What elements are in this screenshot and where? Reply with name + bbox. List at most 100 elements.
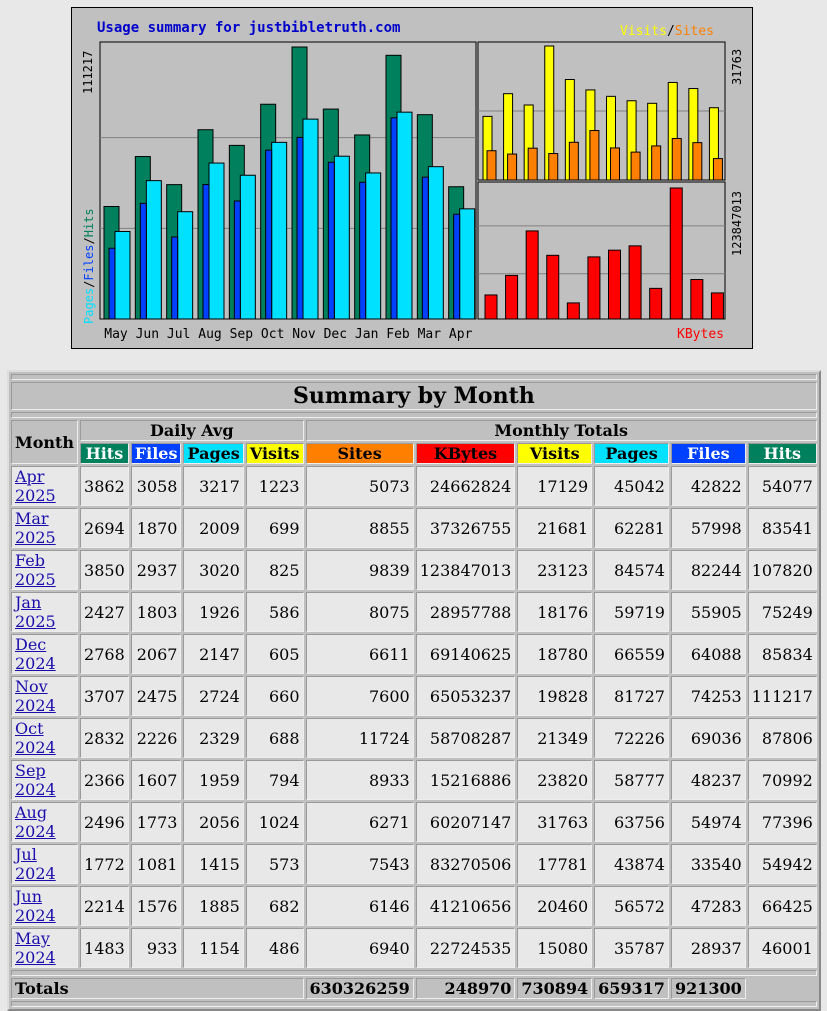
month-link[interactable]: Sep 2024 bbox=[15, 761, 56, 799]
month-cell: Dec 2024 bbox=[11, 634, 79, 674]
left-legend-entry: / bbox=[82, 237, 96, 244]
pages-bar bbox=[333, 155, 350, 320]
files-bar bbox=[453, 213, 461, 320]
daily-visits-cell: 794 bbox=[245, 760, 304, 800]
totals-row: Totals 630326259 248970 730894 659317 921300 bbox=[11, 978, 817, 999]
files-bar bbox=[171, 236, 179, 320]
daily-hits-cell: 2366 bbox=[80, 760, 129, 800]
month-cell: Sep 2024 bbox=[11, 760, 79, 800]
daily-hits-cell: 2694 bbox=[80, 508, 129, 548]
daily-hits-cell: 2427 bbox=[80, 592, 129, 632]
kbytes-axis-max: 123847013 bbox=[730, 191, 744, 256]
total-files-cell: 659317 bbox=[594, 978, 669, 999]
month-link[interactable]: Oct 2024 bbox=[15, 719, 56, 757]
month-cell: Aug 2024 bbox=[11, 802, 79, 842]
chart-title: Usage summary for justbibletruth.com bbox=[97, 20, 400, 36]
monthly-visits-cell: 20460 bbox=[517, 886, 593, 926]
kbytes-legend: KBytes bbox=[677, 327, 724, 342]
daily-pages-cell: 1154 bbox=[183, 928, 244, 968]
monthly-hits-cell: 77396 bbox=[747, 802, 817, 842]
month-link[interactable]: Apr 2025 bbox=[15, 467, 56, 505]
monthly-visits-cell: 17129 bbox=[517, 466, 593, 506]
pages-bar bbox=[302, 118, 319, 320]
daily-files-header: Files bbox=[130, 443, 182, 464]
daily-visits-cell: 486 bbox=[245, 928, 304, 968]
daily-files-cell: 2937 bbox=[130, 550, 182, 590]
monthly-pages-cell: 59719 bbox=[594, 592, 669, 632]
daily-pages-cell: 2009 bbox=[183, 508, 244, 548]
daily-files-cell: 2067 bbox=[130, 634, 182, 674]
monthly-kbytes-cell: 15216886 bbox=[415, 760, 516, 800]
month-link[interactable]: Dec 2024 bbox=[15, 635, 56, 673]
kbytes-bar bbox=[608, 249, 621, 320]
files-bar bbox=[296, 136, 304, 320]
monthly-visits-cell: 21349 bbox=[517, 718, 593, 758]
total-visits-cell: 248970 bbox=[415, 978, 516, 999]
month-label: Mar bbox=[418, 327, 442, 342]
daily-hits-cell: 1772 bbox=[80, 844, 129, 884]
table-row: Feb 2025 3850 2937 3020 825 9839 123847013 2312… bbox=[11, 550, 817, 590]
daily-pages-cell: 2147 bbox=[183, 634, 244, 674]
monthly-pages-header: Pages bbox=[594, 443, 669, 464]
daily-files-cell: 1870 bbox=[130, 508, 182, 548]
daily-visits-cell: 605 bbox=[245, 634, 304, 674]
daily-visits-cell: 1024 bbox=[245, 802, 304, 842]
daily-visits-cell: 825 bbox=[245, 550, 304, 590]
month-link[interactable]: Feb 2025 bbox=[15, 551, 56, 589]
total-hits-cell: 921300 bbox=[670, 978, 746, 999]
summary-table-wrapper: Summary by Month Month Daily Avg Monthly… bbox=[7, 370, 821, 1011]
daily-visits-cell: 573 bbox=[245, 844, 304, 884]
monthly-kbytes-cell: 37326755 bbox=[415, 508, 516, 548]
monthly-visits-cell: 23820 bbox=[517, 760, 593, 800]
monthly-hits-cell: 70992 bbox=[747, 760, 817, 800]
daily-hits-cell: 2832 bbox=[80, 718, 129, 758]
monthly-files-cell: 57998 bbox=[670, 508, 746, 548]
monthly-pages-cell: 72226 bbox=[594, 718, 669, 758]
monthly-hits-cell: 46001 bbox=[747, 928, 817, 968]
daily-pages-header: Pages bbox=[183, 443, 244, 464]
month-link[interactable]: May 2024 bbox=[15, 929, 56, 967]
monthly-pages-cell: 58777 bbox=[594, 760, 669, 800]
month-link[interactable]: Mar 2025 bbox=[15, 509, 56, 547]
monthly-kbytes-cell: 69140625 bbox=[415, 634, 516, 674]
monthly-visits-cell: 18780 bbox=[517, 634, 593, 674]
usage-chart-svg: Usage summary for justbibletruth.com May J… bbox=[81, 20, 744, 342]
table-body: Apr 2025 3862 3058 3217 1223 5073 24662824 1712… bbox=[11, 466, 817, 968]
month-label: May bbox=[104, 327, 128, 342]
monthly-visits-header: Visits bbox=[517, 443, 593, 464]
month-cell: Nov 2024 bbox=[11, 676, 79, 716]
sites-bar bbox=[610, 147, 620, 181]
monthly-hits-cell: 54077 bbox=[747, 466, 817, 506]
month-label: Feb bbox=[386, 327, 410, 342]
monthly-pages-cell: 43874 bbox=[594, 844, 669, 884]
sites-bar bbox=[712, 158, 723, 181]
pages-bar bbox=[208, 162, 225, 320]
sites-bar bbox=[671, 137, 682, 181]
monthly-files-cell: 64088 bbox=[670, 634, 746, 674]
month-link[interactable]: Jul 2024 bbox=[15, 845, 56, 883]
month-link[interactable]: Nov 2024 bbox=[15, 677, 56, 715]
sites-bar bbox=[527, 147, 538, 181]
top-legend-entry: Visits bbox=[620, 24, 667, 39]
left-legend-entry: Pages bbox=[82, 288, 96, 324]
month-link[interactable]: Aug 2024 bbox=[15, 803, 56, 841]
table-row: Jan 2025 2427 1803 1926 586 8075 28957788 18176… bbox=[11, 592, 817, 632]
sites-bar bbox=[568, 141, 579, 181]
month-label: Oct bbox=[261, 327, 284, 342]
monthly-sites-cell: 9839 bbox=[305, 550, 414, 590]
monthly-files-cell: 82244 bbox=[670, 550, 746, 590]
kbytes-bar bbox=[505, 274, 519, 320]
daily-files-cell: 2475 bbox=[130, 676, 182, 716]
month-label: Apr bbox=[449, 327, 473, 342]
month-label: Jun bbox=[136, 327, 159, 342]
daily-visits-cell: 682 bbox=[245, 886, 304, 926]
total-kbytes-cell: 630326259 bbox=[305, 978, 414, 999]
monthly-sites-cell: 11724 bbox=[305, 718, 414, 758]
month-link[interactable]: Jun 2024 bbox=[15, 887, 56, 925]
usage-chart: Usage summary for justbibletruth.com May J… bbox=[71, 7, 753, 349]
month-link[interactable]: Jan 2025 bbox=[15, 593, 56, 631]
files-bar bbox=[421, 176, 429, 320]
month-cell: Jan 2025 bbox=[11, 592, 79, 632]
column-header-row: Hits Files Pages Visits Sites KBytes Visits Pag… bbox=[11, 443, 817, 464]
sites-bar bbox=[630, 151, 641, 181]
